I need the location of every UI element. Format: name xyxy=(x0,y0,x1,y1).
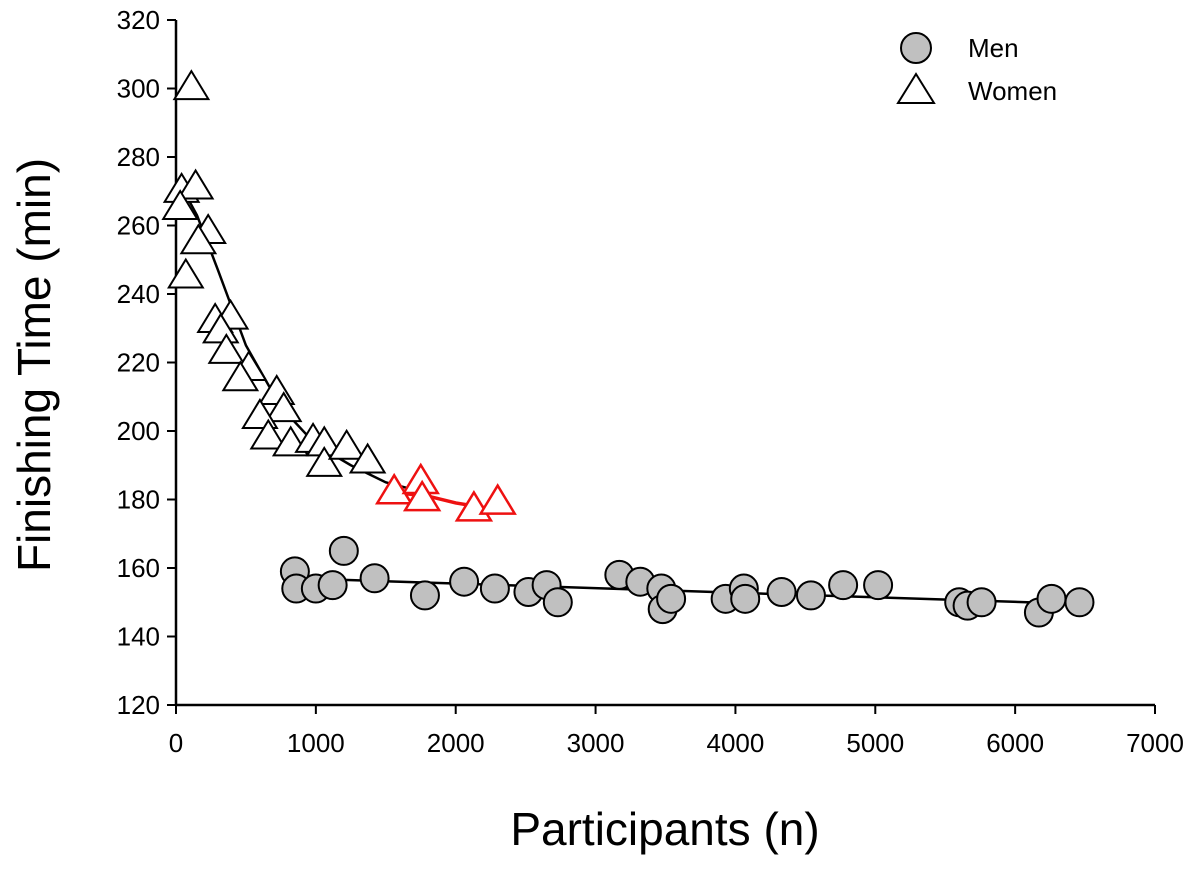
men-point xyxy=(863,570,894,601)
women-point xyxy=(221,360,260,392)
trend-lines xyxy=(179,183,1080,606)
legend-women-marker xyxy=(896,72,936,104)
y-tick-label: 180 xyxy=(117,485,160,515)
y-axis-ticks: 120 140 160 180 200 220 240 260 280 300 320 xyxy=(117,5,176,720)
y-tick-label: 120 xyxy=(117,690,160,720)
men-point xyxy=(328,535,359,566)
men-point xyxy=(656,583,687,614)
men-point xyxy=(479,573,510,604)
y-tick-label: 320 xyxy=(117,5,160,35)
y-tick-label: 280 xyxy=(117,142,160,172)
x-tick-label: 6000 xyxy=(986,728,1044,758)
men-point xyxy=(730,583,761,614)
x-axis-title: Participants (n) xyxy=(510,803,819,855)
men-point xyxy=(966,587,997,618)
men-point xyxy=(795,580,826,611)
men-point xyxy=(449,566,480,597)
y-tick-label: 160 xyxy=(117,553,160,583)
women-point xyxy=(207,332,246,364)
women-point xyxy=(327,428,366,460)
legend-women-label: Women xyxy=(968,76,1057,106)
women-point xyxy=(264,391,303,423)
y-tick-label: 240 xyxy=(117,279,160,309)
x-tick-label: 3000 xyxy=(567,728,625,758)
women-point xyxy=(348,442,387,474)
x-tick-label: 5000 xyxy=(846,728,904,758)
y-tick-label: 300 xyxy=(117,74,160,104)
x-tick-label: 2000 xyxy=(427,728,485,758)
legend: Men Women xyxy=(896,32,1057,106)
data-points xyxy=(161,69,1095,628)
y-tick-label: 140 xyxy=(117,622,160,652)
y-axis-title: Finishing Time (min) xyxy=(8,158,60,572)
x-tick-label: 4000 xyxy=(707,728,765,758)
axes: 0 1000 2000 3000 4000 5000 6000 7000 1201401601… xyxy=(117,5,1184,758)
women-point xyxy=(249,418,288,450)
y-tick-label: 200 xyxy=(117,416,160,446)
men-point xyxy=(409,580,440,611)
y-tick-label: 220 xyxy=(117,348,160,378)
x-tick-label: 1000 xyxy=(287,728,345,758)
men-point xyxy=(1036,583,1067,614)
x-tick-label: 0 xyxy=(169,728,183,758)
x-tick-label: 7000 xyxy=(1126,728,1184,758)
men-point xyxy=(359,563,390,594)
women-point xyxy=(305,445,344,477)
y-tick-label: 260 xyxy=(117,211,160,241)
men-point xyxy=(317,570,348,601)
women-highlighted-point xyxy=(478,483,517,515)
legend-men-label: Men xyxy=(968,33,1019,63)
men-point xyxy=(542,587,573,618)
men-point xyxy=(828,570,859,601)
x-axis-ticks: 0 1000 2000 3000 4000 5000 6000 7000 xyxy=(169,705,1184,758)
women-point xyxy=(176,168,215,200)
women-point xyxy=(179,223,218,255)
women-point xyxy=(161,189,199,221)
legend-men-marker xyxy=(900,32,932,64)
men-point xyxy=(1064,587,1095,618)
women-point xyxy=(172,69,211,101)
women-point xyxy=(167,257,205,289)
men-point xyxy=(766,576,797,607)
women-highlighted-point xyxy=(402,479,442,512)
women-highlighted-point xyxy=(374,472,414,505)
